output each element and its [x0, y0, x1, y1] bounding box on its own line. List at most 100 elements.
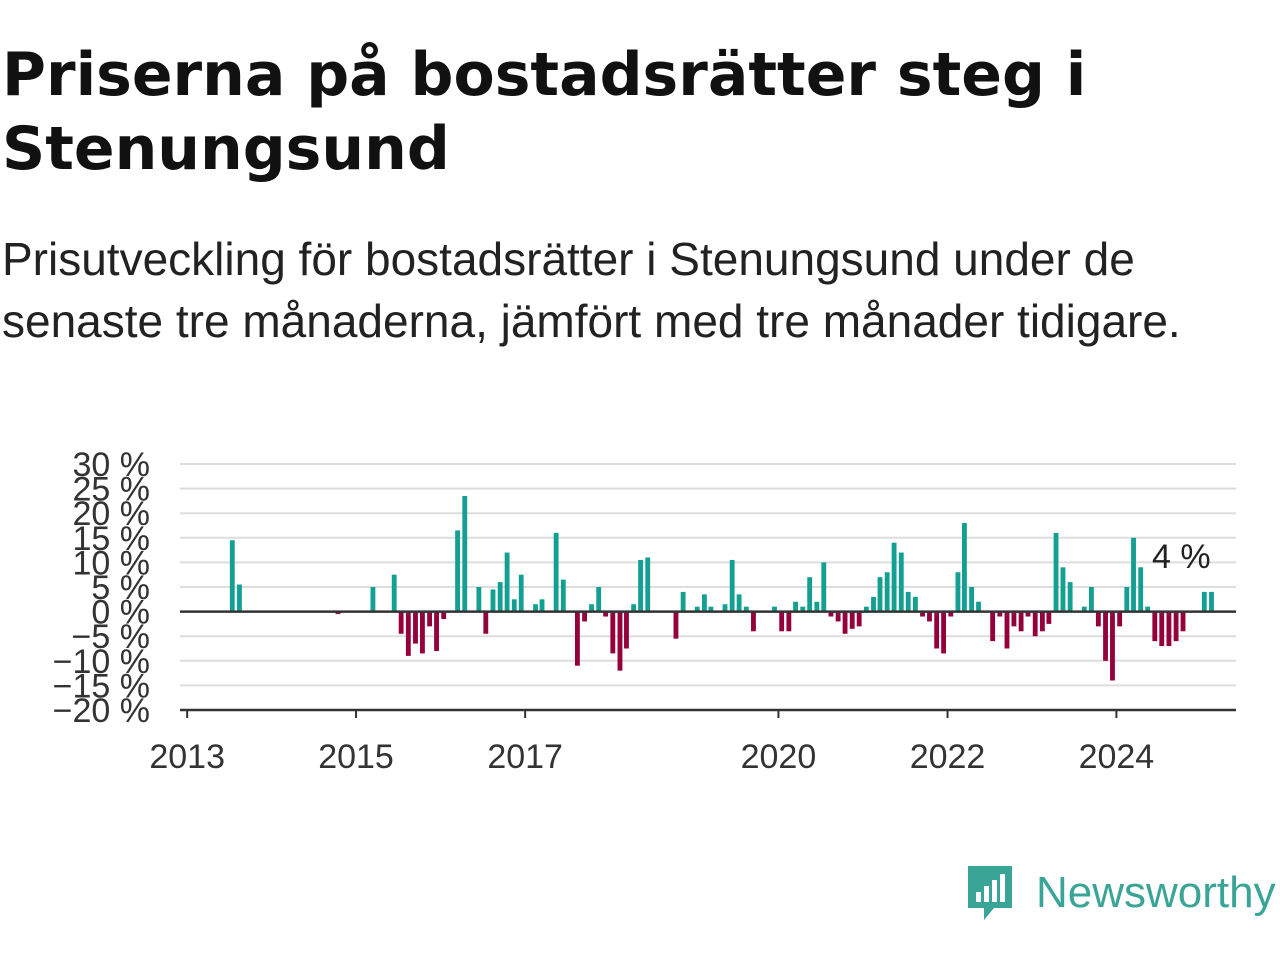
bar [398, 611, 404, 634]
bar [828, 611, 834, 617]
y-tick-label: 25 % [73, 471, 151, 509]
bar [1180, 611, 1186, 632]
bar [229, 540, 235, 612]
bar [673, 611, 679, 639]
bar [1159, 611, 1165, 647]
bar [694, 606, 700, 612]
bar [743, 606, 749, 612]
bars [229, 495, 1214, 681]
bar [1032, 611, 1038, 637]
bar [821, 562, 827, 612]
bar [751, 611, 756, 632]
bar [722, 604, 728, 612]
y-tick-label: −10 % [53, 643, 150, 681]
bar [1138, 567, 1144, 612]
bar [420, 611, 425, 654]
bar [955, 572, 961, 612]
bar [405, 611, 411, 656]
y-tick-label: −20 % [53, 692, 150, 730]
bar [800, 606, 806, 612]
bar [736, 594, 742, 612]
bar [1018, 611, 1024, 632]
bar [497, 582, 503, 612]
bar [1201, 591, 1207, 612]
bar [589, 604, 594, 612]
bar [835, 611, 841, 622]
bar [504, 552, 510, 612]
x-tick-label: 2022 [910, 738, 986, 776]
bar [877, 577, 883, 612]
bar [370, 587, 376, 612]
bar [391, 574, 397, 612]
bar [708, 606, 714, 612]
bar [863, 606, 869, 612]
bar [483, 611, 489, 634]
bar [680, 591, 686, 612]
y-tick-label: 30 % [73, 446, 151, 484]
bar [990, 611, 996, 642]
bar [1060, 567, 1066, 612]
bar [962, 523, 967, 612]
y-tick-label: 15 % [73, 520, 151, 558]
bar [934, 611, 940, 649]
x-tick-label: 2017 [487, 738, 563, 776]
bar [610, 611, 616, 654]
bar [1145, 606, 1151, 612]
bar [729, 559, 735, 612]
bar [1025, 611, 1031, 617]
bar [511, 599, 517, 612]
y-tick-label: −15 % [53, 667, 150, 705]
bar [624, 611, 629, 649]
bar [1152, 611, 1158, 642]
y-tick-label: 0 % [91, 594, 150, 632]
bar [1067, 582, 1073, 612]
bar [1103, 611, 1108, 661]
chart-title: Priserna på bostadsrätter steg i Stenung… [2, 40, 1087, 184]
bar [786, 611, 792, 632]
bar [912, 596, 918, 612]
bar [1081, 606, 1087, 612]
bar [1046, 611, 1052, 624]
bar [645, 557, 651, 612]
bar [533, 604, 538, 612]
bar [1039, 611, 1045, 632]
y-tick-label: 5 % [91, 569, 150, 607]
bar [905, 591, 911, 612]
bar [574, 611, 580, 666]
chart-subtitle: Prisutveckling för bostadsrätter i Stenu… [2, 233, 1181, 347]
bar [793, 601, 798, 612]
bar [941, 611, 947, 654]
bar [553, 532, 559, 612]
newsworthy-logo: Newsworthy [964, 862, 1276, 924]
bar [434, 611, 439, 651]
bar [427, 611, 433, 627]
bar [842, 611, 848, 634]
bar [476, 587, 482, 612]
newsworthy-logo-icon [968, 866, 1012, 920]
bar [701, 594, 707, 612]
latest-value-label: 4 % [1152, 538, 1211, 576]
bar [814, 601, 820, 612]
bar [1053, 532, 1059, 612]
bar [891, 542, 897, 612]
bar [1117, 611, 1123, 627]
bar [582, 611, 588, 622]
bar [849, 611, 855, 629]
bar [1011, 611, 1017, 627]
y-tick-label: 20 % [73, 495, 151, 533]
bar [455, 530, 461, 612]
axes: 30 %25 %20 %15 %10 %5 %0 %−5 %−10 %−15 %… [53, 446, 1236, 776]
bar [638, 559, 643, 612]
bar [807, 577, 813, 612]
bar [237, 584, 242, 612]
x-tick-label: 2024 [1079, 738, 1155, 776]
bar [539, 599, 545, 612]
bar [560, 579, 566, 612]
y-tick-label: −5 % [72, 618, 150, 656]
bar [413, 611, 418, 644]
brand-name: Newsworthy [1036, 868, 1276, 917]
bar [779, 611, 785, 632]
bar [617, 611, 623, 671]
gridlines [180, 463, 1236, 711]
bar [772, 606, 777, 612]
